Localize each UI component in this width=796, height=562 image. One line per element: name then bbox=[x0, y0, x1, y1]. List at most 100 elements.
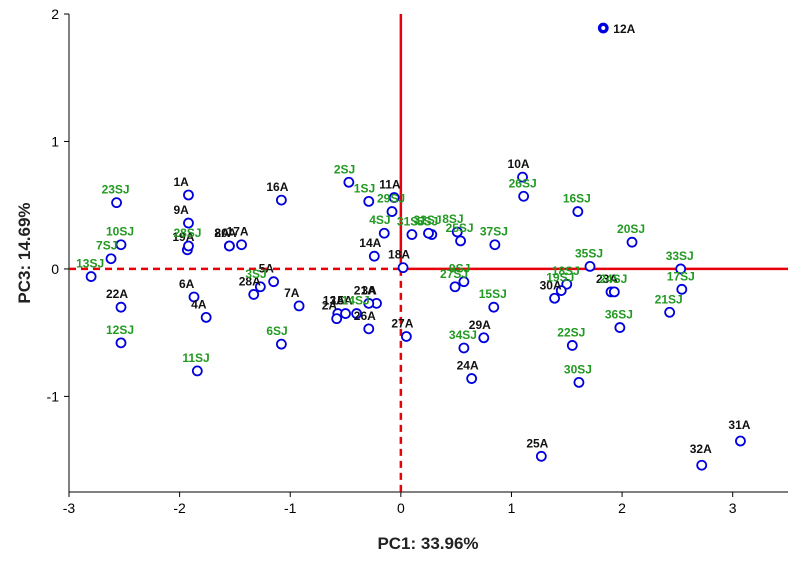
point-label-9a: 9A bbox=[173, 203, 189, 217]
point-marker-2a bbox=[331, 313, 343, 325]
point-label-36sj: 36SJ bbox=[605, 308, 633, 322]
point-marker-20sj bbox=[626, 236, 638, 248]
point-marker-11sj bbox=[191, 365, 203, 377]
point-marker-12sj bbox=[115, 337, 127, 349]
point-marker-36sj bbox=[614, 322, 626, 333]
point-label-4sj: 4SJ bbox=[369, 213, 390, 227]
point-label-26a: 26A bbox=[354, 309, 376, 323]
point-label-7sj: 7SJ bbox=[96, 239, 117, 253]
point-label-11a: 11A bbox=[379, 178, 401, 192]
point-label-22sj: 22SJ bbox=[557, 325, 585, 339]
point-label-15sj: 15SJ bbox=[479, 287, 507, 301]
point-label-35sj: 35SJ bbox=[575, 246, 603, 260]
point-label-29a: 29A bbox=[469, 318, 491, 332]
point-label-15a: 15A bbox=[331, 294, 353, 308]
point-label-19a: 19A bbox=[172, 230, 194, 244]
point-marker-33sj bbox=[675, 263, 687, 275]
point-label-12a: 12A bbox=[613, 22, 635, 36]
point-marker-25a bbox=[535, 450, 547, 462]
point-label-30sj: 30SJ bbox=[564, 362, 592, 376]
point-marker-14a bbox=[368, 250, 380, 262]
point-marker-1sj bbox=[363, 195, 375, 207]
point-marker-18a bbox=[397, 262, 409, 274]
point-marker-21a bbox=[363, 297, 375, 309]
x-tick-label: -1 bbox=[284, 500, 297, 516]
point-marker-31sj bbox=[406, 229, 418, 240]
point-marker-21sj bbox=[664, 306, 676, 318]
point-marker-27sj bbox=[449, 281, 461, 293]
point-marker-24sj bbox=[608, 286, 620, 298]
point-marker-32a bbox=[696, 459, 708, 471]
point-label-13sj: 13SJ bbox=[76, 257, 104, 271]
point-marker-27a bbox=[400, 331, 412, 342]
point-marker-11a bbox=[388, 192, 400, 203]
point-label-23a: 23A bbox=[596, 272, 618, 286]
point-label-32a: 32A bbox=[690, 442, 712, 456]
point-label-2a: 2A bbox=[322, 299, 338, 313]
point-label-21a: 21A bbox=[354, 283, 376, 297]
point-marker-26sj bbox=[518, 190, 530, 202]
point-label-34sj: 34SJ bbox=[449, 328, 477, 342]
point-label-5a: 5A bbox=[259, 262, 275, 276]
point-label-14a: 14A bbox=[359, 236, 381, 250]
x-tick-label: -2 bbox=[173, 500, 186, 516]
point-marker-3sj bbox=[254, 281, 266, 293]
point-label-3a: 3A bbox=[362, 283, 378, 297]
point-label-16sj: 16SJ bbox=[563, 192, 591, 206]
point-label-6a: 6A bbox=[179, 277, 195, 291]
point-marker-26a bbox=[363, 323, 375, 335]
point-label-27sj: 27SJ bbox=[440, 267, 468, 281]
y-tick-label: 1 bbox=[51, 133, 59, 149]
point-label-22a: 22A bbox=[106, 287, 128, 301]
x-tick-label: -3 bbox=[63, 500, 76, 516]
point-label-1a: 1A bbox=[173, 175, 189, 189]
x-tick-label: 0 bbox=[397, 500, 405, 516]
point-marker-20a bbox=[223, 240, 235, 252]
point-label-26sj: 26SJ bbox=[509, 176, 537, 190]
point-marker-30a bbox=[549, 292, 561, 304]
point-marker-24a bbox=[466, 373, 478, 384]
point-marker-10a bbox=[517, 171, 528, 183]
point-marker-29sj bbox=[386, 206, 398, 217]
x-tick-label: 3 bbox=[729, 500, 737, 516]
point-marker-34sj bbox=[458, 342, 470, 354]
point-label-28a: 28A bbox=[239, 274, 261, 288]
point-marker-10sj bbox=[115, 239, 127, 251]
point-marker-23sj bbox=[111, 197, 122, 209]
point-marker-22a bbox=[115, 301, 127, 313]
point-marker-31a bbox=[735, 435, 746, 447]
point-marker-29a bbox=[478, 332, 490, 344]
point-marker-center bbox=[601, 26, 606, 31]
point-label-12sj: 12SJ bbox=[106, 323, 134, 337]
point-label-6sj: 6SJ bbox=[266, 324, 287, 338]
point-marker-17a bbox=[236, 239, 247, 251]
point-marker-17sj bbox=[676, 283, 688, 295]
point-marker-28sj bbox=[183, 240, 194, 252]
point-marker-35sj bbox=[584, 260, 596, 272]
point-label-10a: 10A bbox=[508, 157, 530, 171]
point-marker-37sj bbox=[489, 239, 501, 251]
point-label-18a: 18A bbox=[388, 248, 410, 262]
y-tick-label: -1 bbox=[47, 388, 60, 404]
point-marker-16sj bbox=[572, 206, 584, 217]
point-marker-14sj bbox=[351, 308, 363, 319]
point-marker-6sj bbox=[275, 338, 287, 350]
point-marker-6a bbox=[188, 291, 200, 303]
y-axis-title: PC3: 14.69% bbox=[15, 202, 34, 303]
point-label-18sj: 18SJ bbox=[552, 264, 580, 278]
y-axis-ticks: -1 0 1 2 bbox=[47, 6, 69, 404]
point-marker-32sj bbox=[423, 227, 434, 239]
point-marker-8sj bbox=[451, 226, 463, 238]
point-marker-9sj bbox=[458, 276, 470, 288]
point-label-20a: 20A bbox=[214, 226, 236, 240]
point-marker-15sj bbox=[488, 301, 500, 313]
plot-frame bbox=[68, 14, 788, 493]
point-label-25sj: 25SJ bbox=[446, 221, 474, 235]
point-label-11sj: 11SJ bbox=[182, 351, 209, 365]
point-label-32sj: 32SJ bbox=[414, 213, 442, 227]
point-marker-5a bbox=[268, 276, 280, 288]
point-label-20sj: 20SJ bbox=[617, 222, 645, 236]
point-label-30a: 30A bbox=[540, 278, 562, 292]
x-tick-label: 2 bbox=[618, 500, 626, 516]
